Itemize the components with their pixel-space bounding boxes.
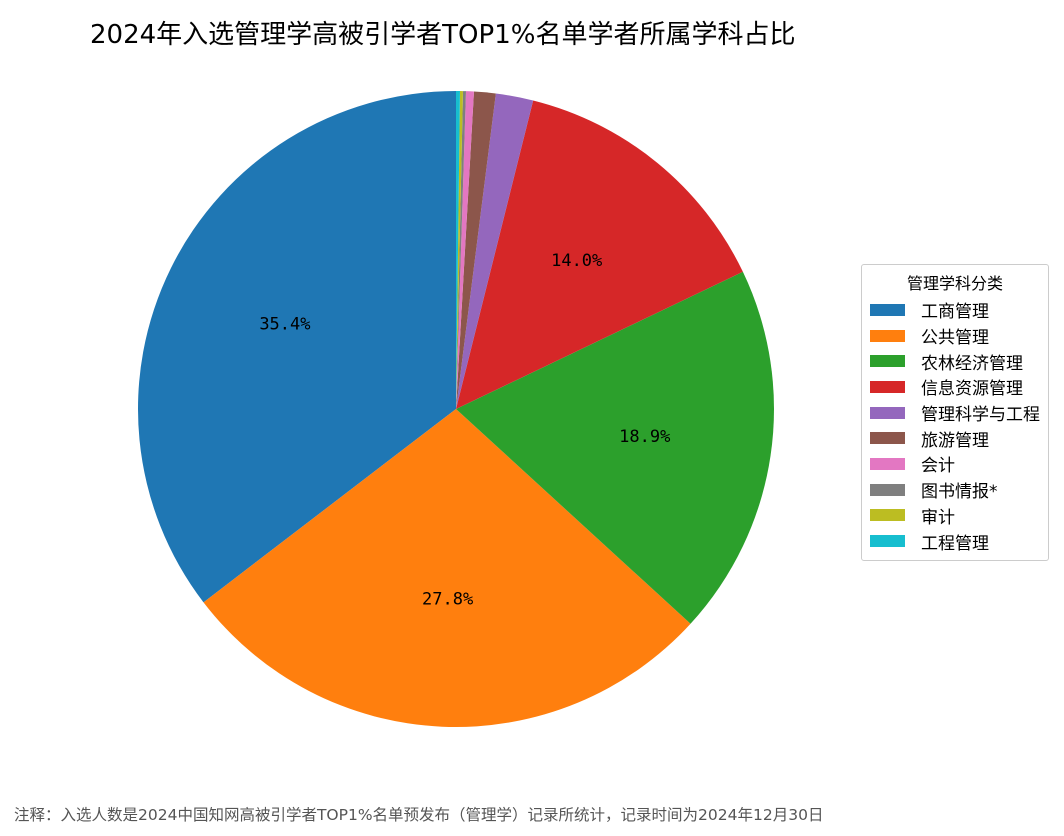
pie-labels: 35.4% 27.8% 18.9% 14.0% (259, 251, 670, 609)
legend-item: 工程管理 (862, 528, 1048, 554)
slice-percent-label: 27.8% (422, 590, 473, 610)
legend-label: 农林经济管理 (921, 353, 1023, 374)
legend-swatch (870, 355, 905, 368)
slice-percent-label: 35.4% (259, 315, 310, 335)
legend-swatch (870, 535, 905, 548)
legend-title: 管理学科分类 (906, 274, 1003, 293)
slice-percent-label: 18.9% (619, 427, 670, 447)
pie-chart: 35.4% 27.8% 18.9% 14.0% (138, 91, 774, 727)
pie-slice (456, 91, 460, 409)
slice-percent-label: 14.0% (551, 251, 602, 271)
pie-slice (456, 91, 463, 409)
pie-slice (456, 93, 534, 410)
legend-item: 管理科学与工程 (862, 400, 1048, 426)
legend-item: 工商管理 (862, 297, 1048, 323)
legend-label: 审计 (921, 507, 955, 528)
legend-items: 工商管理公共管理农林经济管理 信息资源管理 管理科学与工程 旅游管理会计图书情报* 审计… (862, 297, 1048, 554)
legend-swatch (870, 483, 905, 496)
pie-slice (203, 409, 691, 727)
pie-slice (138, 91, 456, 603)
pie-slice (456, 91, 466, 409)
legend-label: 公共管理 (921, 328, 989, 349)
pie-slice (456, 91, 474, 409)
legend-label: 工程管理 (921, 533, 989, 554)
pie-slice (456, 100, 743, 409)
legend-label: 图书情报* (921, 482, 998, 503)
legend-label: 信息资源管理 (921, 379, 1023, 400)
legend-label: 管理科学与工程 (921, 405, 1040, 426)
footnote: 注释：入选人数是2024中国知网高被引学者TOP1%名单预发布（管理学）记录所统… (14, 806, 824, 824)
legend-swatch (870, 457, 905, 470)
pie-slice (456, 271, 774, 624)
legend-item: 旅游管理 (862, 425, 1048, 451)
pie-slices (138, 91, 774, 727)
legend-item: 信息资源管理 (862, 374, 1048, 400)
legend-item: 会计 (862, 451, 1048, 477)
pie-slice (456, 91, 496, 410)
legend-item: 公共管理 (862, 323, 1048, 349)
legend: 管理学科分类 工商管理公共管理农林经济管理 信息资源管理 管理科学与工程 旅游管理会计… (861, 264, 1049, 561)
legend-swatch (870, 380, 905, 393)
legend-swatch (870, 432, 905, 445)
legend-label: 工商管理 (921, 302, 989, 323)
legend-item: 审计 (862, 503, 1048, 529)
legend-swatch (870, 509, 905, 522)
chart-title: 2024年入选管理学高被引学者TOP1%名单学者所属学科占比 (90, 20, 796, 50)
legend-label: 会计 (921, 456, 955, 477)
legend-item: 图书情报* (862, 477, 1048, 503)
legend-item: 农林经济管理 (862, 348, 1048, 374)
legend-swatch (870, 329, 905, 342)
legend-swatch (870, 406, 905, 419)
legend-swatch (870, 303, 905, 316)
legend-label: 旅游管理 (921, 430, 989, 451)
